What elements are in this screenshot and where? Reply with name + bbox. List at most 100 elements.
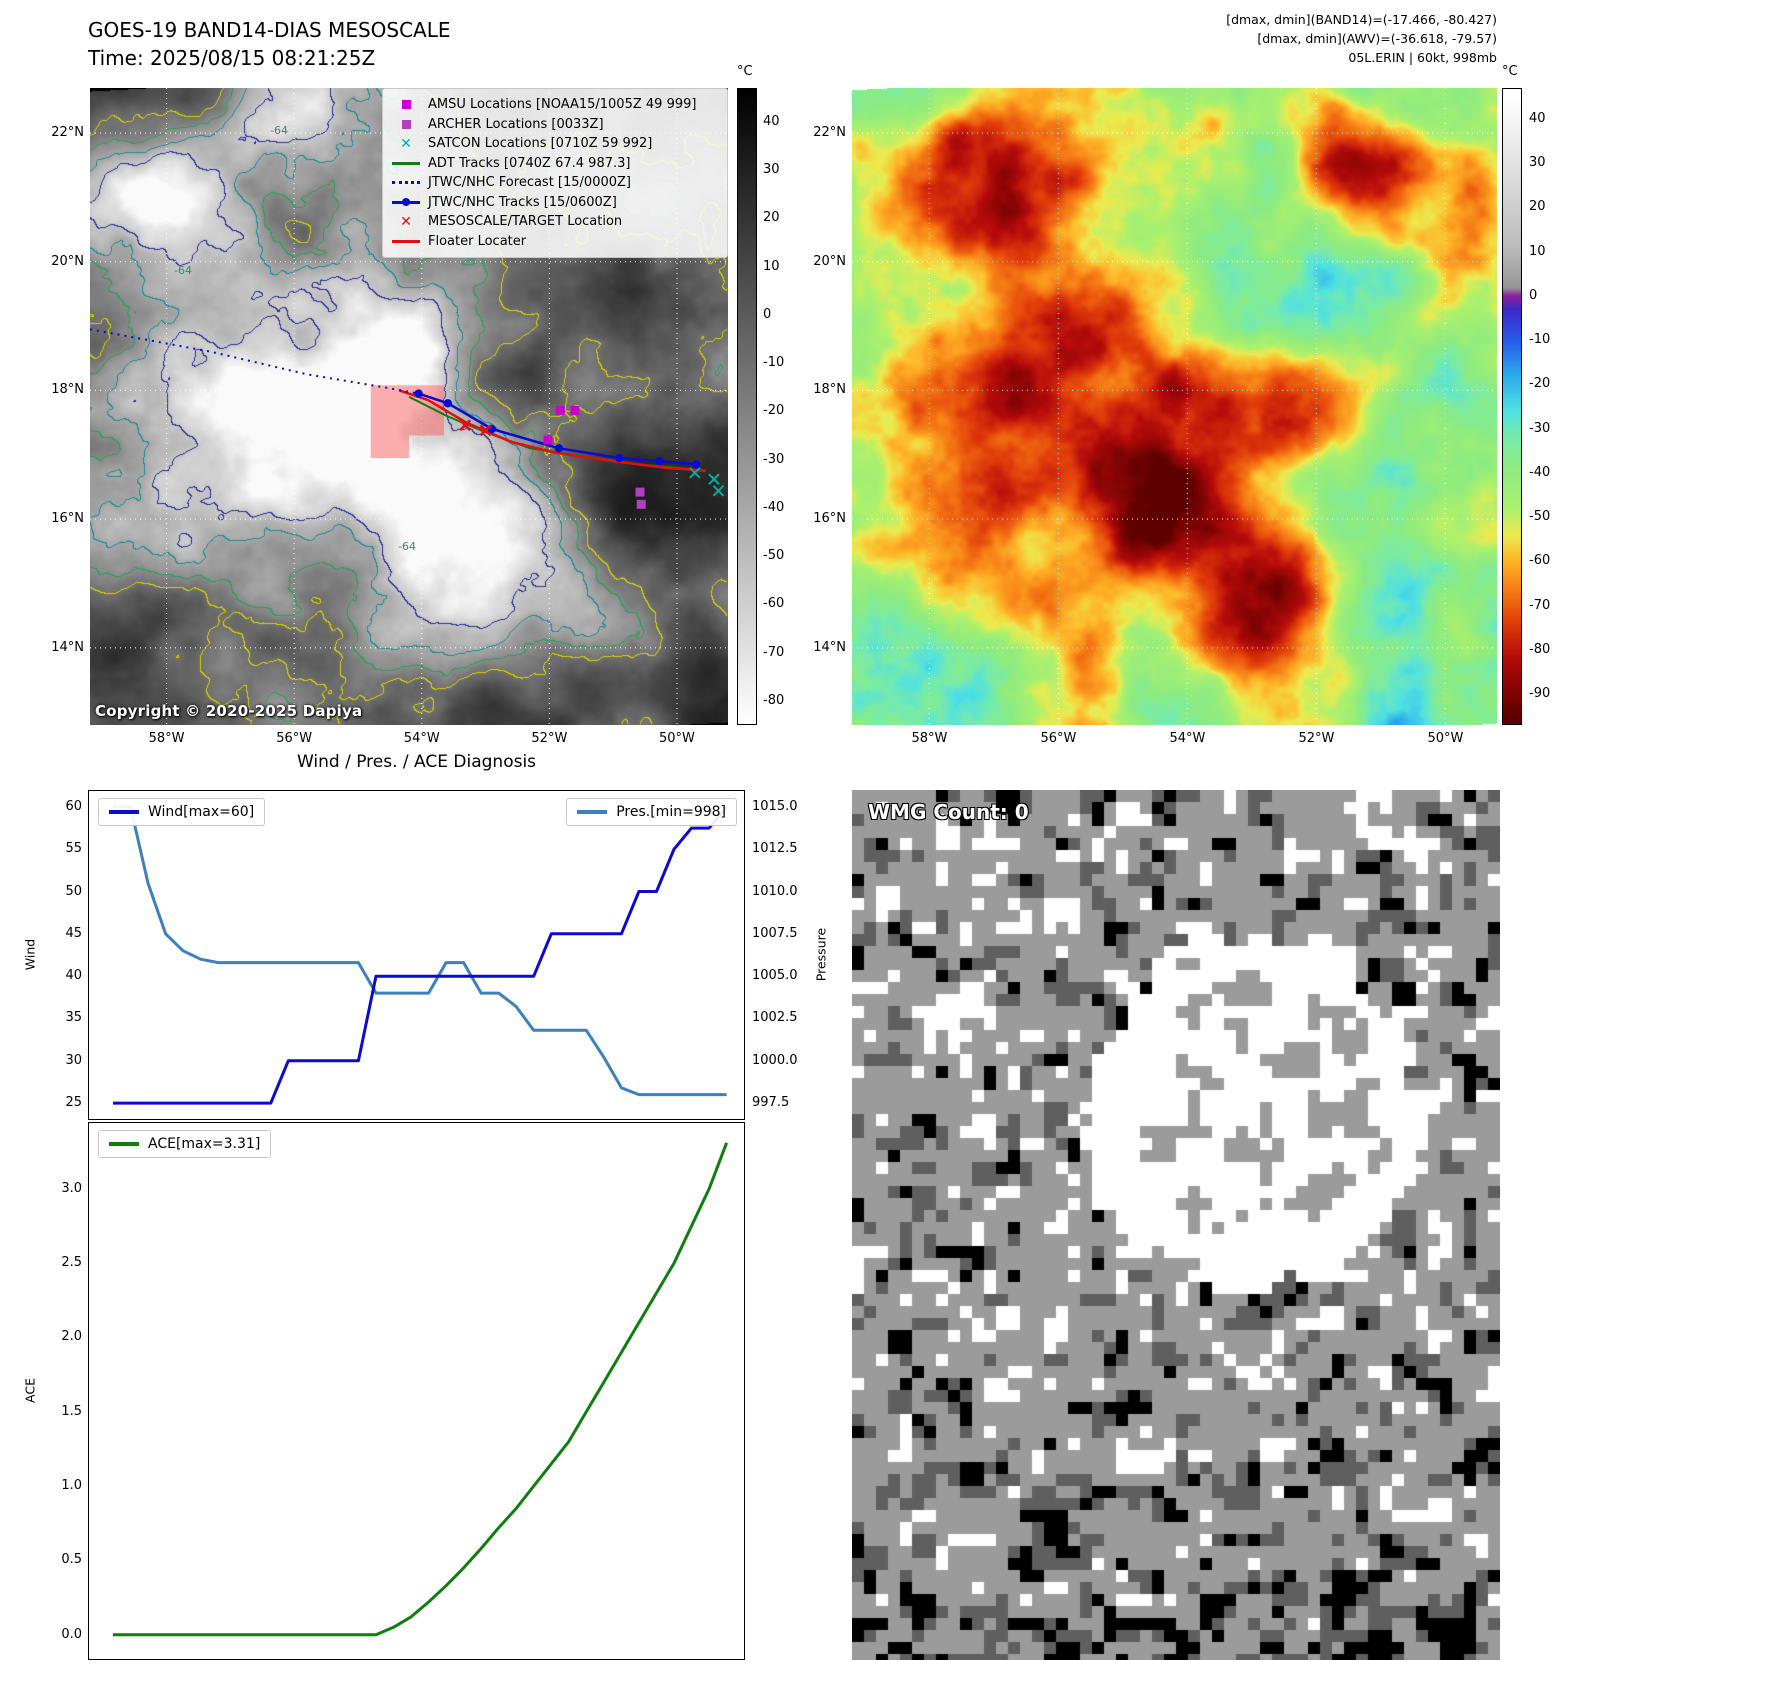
ace-legend: ACE[max=3.31]	[98, 1130, 272, 1158]
left-colorbar-tick-label: -60	[763, 596, 785, 612]
wind-tick-label: 40	[65, 968, 82, 984]
left-colorbar-tick-label: 20	[763, 210, 780, 226]
legend-item-7: Floater Locater	[391, 232, 719, 252]
legend-item-label: MESOSCALE/TARGET Location	[428, 214, 623, 230]
right-colorbar-unit: °C	[1502, 64, 1518, 79]
right-map-lat-tick-label: 14°N	[813, 639, 846, 655]
legend-item-label: JTWC/NHC Tracks [15/0600Z]	[428, 194, 617, 210]
pressure-tick-label: 1005.0	[752, 968, 798, 984]
wmg-count-label: WMG Count: 0	[868, 800, 1029, 824]
right-map-header: [dmax, dmin](BAND14)=(-17.466, -80.427) …	[852, 10, 1497, 67]
right-colorbar-tick-label: -70	[1529, 597, 1551, 613]
wind-tick-label: 60	[65, 798, 82, 814]
right-colorbar-tick-label: -80	[1529, 641, 1551, 657]
left-map-lat-tick-label: 22°N	[51, 125, 84, 141]
ace-legend-line	[109, 1142, 139, 1146]
square-magenta-icon	[391, 98, 421, 112]
pressure-legend-line	[577, 810, 608, 814]
right-map-lon-tick-label: 52°W	[1298, 731, 1335, 746]
left-map-lon-tick-label: 58°W	[148, 731, 185, 746]
left-map-lat-tick-label: 16°N	[51, 511, 84, 527]
left-map-lon-tick-label: 50°W	[659, 731, 695, 746]
right-colorbar-tick-label: 30	[1529, 155, 1546, 171]
left-colorbar	[737, 88, 757, 725]
wind-tick-label: 30	[65, 1052, 82, 1068]
wind-tick-label: 45	[65, 925, 82, 941]
left-colorbar-tick-label: -20	[763, 403, 785, 419]
right-map-lon-tick-label: 54°W	[1169, 731, 1206, 746]
contour-value-label: -64	[174, 264, 192, 277]
wind-tick-label: 35	[65, 1010, 82, 1026]
square-purple-icon	[391, 117, 421, 131]
left-map-lat-tick-label: 18°N	[51, 382, 84, 398]
ace-tick-label: 1.0	[61, 1478, 82, 1494]
legend-item-4: JTWC/NHC Forecast [15/0000Z]	[391, 173, 719, 193]
goes-band14-map: AMSU Locations [NOAA15/1005Z 49 999] ARCH…	[90, 88, 728, 725]
left-colorbar-tick-label: -70	[763, 644, 785, 660]
right-map-lat-tick-label: 16°N	[813, 511, 846, 527]
storm-intensity-label: 05L.ERIN | 60kt, 998mb	[1348, 50, 1497, 65]
right-map-lon-tick-label: 56°W	[1040, 731, 1077, 746]
left-map-lat-tick-label: 20°N	[51, 253, 84, 269]
left-colorbar-tick-label: 0	[763, 306, 772, 322]
legend-item-label: Floater Locater	[428, 233, 527, 249]
left-map-lon-tick-label: 56°W	[276, 731, 313, 746]
ace-tick-label: 1.5	[61, 1403, 82, 1419]
right-colorbar-tick-label: 20	[1529, 199, 1546, 215]
legend-item-2: ✕ SATCON Locations [0710Z 59 992]	[391, 134, 719, 154]
copyright-label: Copyright © 2020-2025 Dapiya	[95, 702, 363, 720]
legend-item-label: SATCON Locations [0710Z 59 992]	[428, 136, 653, 152]
wind-tick-label: 55	[65, 841, 82, 857]
contour-value-label: -64	[270, 124, 288, 137]
ace-tick-label: 3.0	[61, 1180, 82, 1196]
right-map-lon-tick-label: 58°W	[911, 731, 948, 746]
pressure-tick-label: 1000.0	[752, 1052, 798, 1068]
wind-legend: Wind[max=60]	[98, 798, 266, 826]
dmax-dmin-band14: [dmax, dmin](BAND14)=(-17.466, -80.427)	[1226, 12, 1497, 27]
left-map-lon-tick-label: 54°W	[403, 731, 440, 746]
left-map-title-line1: GOES-19 BAND14-DIAS MESOSCALE	[88, 18, 451, 42]
legend-item-6: ✕ MESOSCALE/TARGET Location	[391, 212, 719, 232]
right-colorbar-tick-label: -90	[1529, 686, 1551, 702]
wind-legend-label: Wind[max=60]	[148, 804, 255, 820]
legend-item-label: ADT Tracks [0740Z 67.4 987.3]	[428, 155, 631, 171]
pressure-axis-label: Pressure	[813, 927, 829, 982]
pressure-tick-label: 1015.0	[752, 798, 798, 814]
left-colorbar-tick-label: 10	[763, 258, 780, 274]
wind-legend-line	[109, 810, 139, 814]
right-map-lat-tick-label: 20°N	[813, 253, 846, 269]
pressure-tick-label: 1007.5	[752, 925, 798, 941]
pressure-legend: Pres.[min=998]	[566, 798, 737, 826]
ace-tick-label: 0.0	[61, 1626, 82, 1642]
legend-item-3: ADT Tracks [0740Z 67.4 987.3]	[391, 154, 719, 174]
left-colorbar-tick-label: -30	[763, 451, 785, 467]
dmax-dmin-awv: [dmax, dmin](AWV)=(-36.618, -79.57)	[1257, 31, 1497, 46]
wind-tick-label: 50	[65, 883, 82, 899]
left-map-lon-tick-label: 52°W	[531, 731, 568, 746]
x-red-icon: ✕	[400, 213, 412, 230]
left-colorbar-tick-label: -50	[763, 548, 785, 564]
line-green-icon	[391, 156, 421, 170]
right-colorbar	[1502, 88, 1522, 725]
right-colorbar-tick-label: -50	[1529, 509, 1551, 525]
left-map-title-line2: Time: 2025/08/15 08:21:25Z	[88, 46, 376, 70]
right-map-lat-tick-label: 22°N	[813, 125, 846, 141]
right-colorbar-tick-label: 0	[1529, 287, 1538, 303]
left-map-lat-tick-label: 14°N	[51, 639, 84, 655]
right-colorbar-tick-label: -20	[1529, 376, 1551, 392]
pressure-tick-label: 1010.0	[752, 883, 798, 899]
legend-item-1: ARCHER Locations [0033Z]	[391, 115, 719, 135]
pressure-legend-label: Pres.[min=998]	[616, 804, 726, 820]
ace-tick-label: 2.5	[61, 1255, 82, 1271]
wmg-mask-image	[852, 790, 1500, 1660]
left-colorbar-tick-label: 40	[763, 113, 780, 129]
diagnosis-section-title: Wind / Pres. / ACE Diagnosis	[296, 752, 537, 772]
pressure-tick-label: 997.5	[752, 1095, 790, 1111]
left-colorbar-tick-label: -10	[763, 355, 785, 371]
legend-item-5: JTWC/NHC Tracks [15/0600Z]	[391, 193, 719, 213]
right-colorbar-tick-label: -40	[1529, 464, 1551, 480]
line-red-icon	[391, 234, 421, 248]
left-colorbar-tick-label: -80	[763, 692, 785, 708]
wind-pressure-chart	[88, 790, 745, 1120]
